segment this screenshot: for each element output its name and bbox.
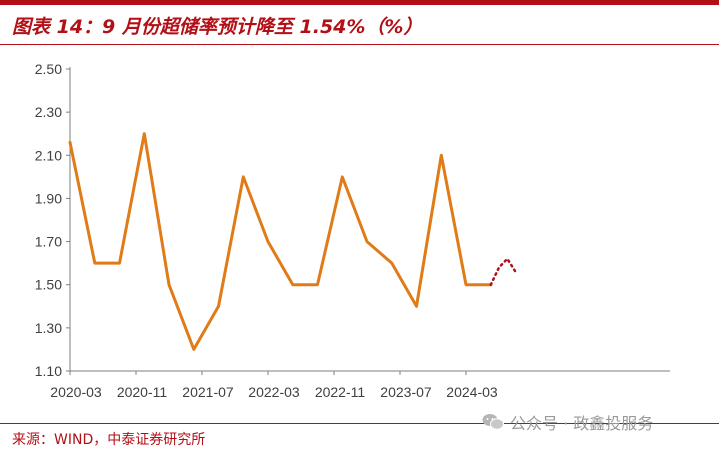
- y-tick-label: 1.10: [35, 363, 62, 379]
- line-chart: 2.50 2.30 2.10 1.90 1.70 1.50 1.30 1.10 2020-03…: [35, 61, 670, 400]
- x-tick-label: 2020-11: [117, 384, 168, 400]
- x-tick-label: 2022-11: [315, 384, 366, 400]
- x-tick-label: 2020-03: [50, 384, 102, 400]
- y-tick-label: 1.50: [35, 277, 62, 293]
- y-tick-label: 1.70: [35, 234, 62, 250]
- chart-axes: [69, 67, 670, 372]
- forecast-series-line: [489, 257, 517, 286]
- wechat-icon: [482, 414, 504, 430]
- y-tick-label: 2.10: [35, 147, 62, 163]
- y-tick-label: 1.90: [35, 190, 62, 206]
- figure-title: 图表 14：9 月份超储率预计降至 1.54%（%）: [12, 16, 423, 38]
- top-rule: [0, 0, 719, 5]
- x-tick-label: 2021-07: [182, 384, 234, 400]
- y-tick-label: 2.30: [35, 104, 62, 120]
- chart-series: [68, 132, 517, 351]
- x-tick-label: 2024-03: [446, 384, 498, 400]
- watermark-text: 公众号 · 政鑫投服务: [510, 414, 654, 433]
- source-note: 来源：WIND，中泰证券研究所: [12, 432, 206, 448]
- bottom-rule: [0, 423, 719, 424]
- x-tick-labels: 2020-03 2020-11 2021-07 2022-03 2022-11 2023-…: [50, 371, 498, 400]
- y-tick-labels: 2.50 2.30 2.10 1.90 1.70 1.50 1.30 1.10: [35, 61, 70, 379]
- y-tick-label: 2.50: [35, 61, 62, 77]
- watermark: 公众号 · 政鑫投服务: [482, 410, 653, 434]
- title-rule: [0, 44, 719, 45]
- x-tick-label: 2022-03: [248, 384, 300, 400]
- y-tick-label: 1.30: [35, 320, 62, 336]
- actual-series-line: [68, 132, 493, 351]
- x-tick-label: 2023-07: [380, 384, 432, 400]
